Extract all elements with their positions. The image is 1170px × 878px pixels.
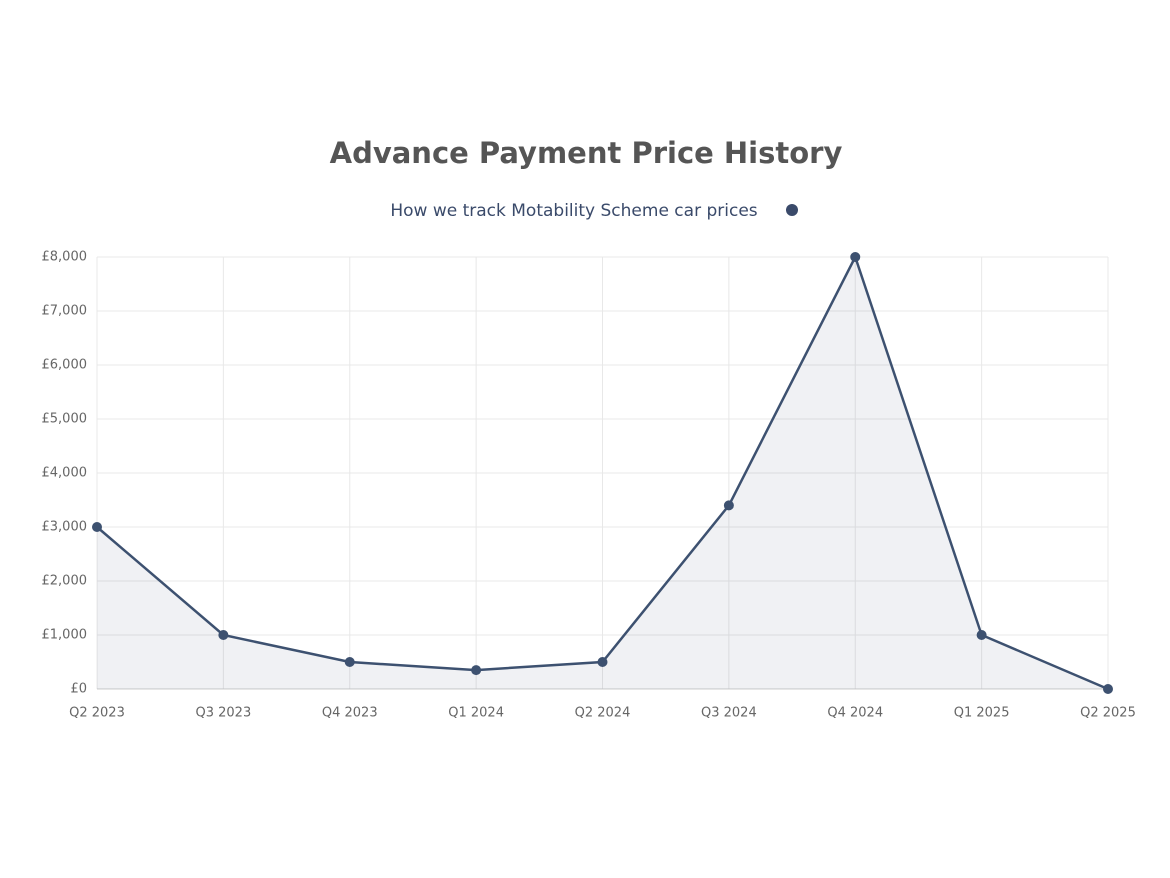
y-tick-label: £3,000 xyxy=(42,520,88,535)
point xyxy=(344,657,355,667)
info-icon-circle xyxy=(786,204,798,216)
x-tick-label: Q1 2025 xyxy=(954,706,1010,721)
y-tick-label: £2,000 xyxy=(42,574,88,589)
x-tick-label: Q2 2023 xyxy=(69,706,125,721)
y-tick-label: £1,000 xyxy=(42,628,88,643)
x-tick-label: Q1 2024 xyxy=(448,706,504,721)
point xyxy=(976,630,987,640)
subtitle-link[interactable]: How we track Motability Scheme car price… xyxy=(390,201,757,221)
x-tick-label: Q2 2025 xyxy=(1080,706,1136,721)
x-tick-label: Q3 2024 xyxy=(701,706,757,721)
point xyxy=(218,630,229,640)
y-tick-label: £4,000 xyxy=(42,466,88,481)
area xyxy=(97,257,1108,689)
point xyxy=(92,522,102,532)
x-tick-label: Q4 2024 xyxy=(827,706,883,721)
point xyxy=(723,500,734,511)
x-tick-label: Q3 2023 xyxy=(196,706,252,721)
point xyxy=(1103,684,1113,694)
y-tick-label: £8,000 xyxy=(42,250,88,265)
y-tick-label: £6,000 xyxy=(42,358,88,373)
chart-title: Advance Payment Price History xyxy=(330,136,843,170)
point xyxy=(471,665,482,676)
y-tick-label: £7,000 xyxy=(42,304,88,319)
y-tick-label: £0 xyxy=(70,682,87,697)
point xyxy=(597,657,608,667)
x-tick-label: Q2 2024 xyxy=(575,706,631,721)
info-icon[interactable] xyxy=(786,204,798,216)
point xyxy=(850,252,861,262)
y-tick-label: £5,000 xyxy=(42,412,88,427)
x-tick-label: Q4 2023 xyxy=(322,706,378,721)
